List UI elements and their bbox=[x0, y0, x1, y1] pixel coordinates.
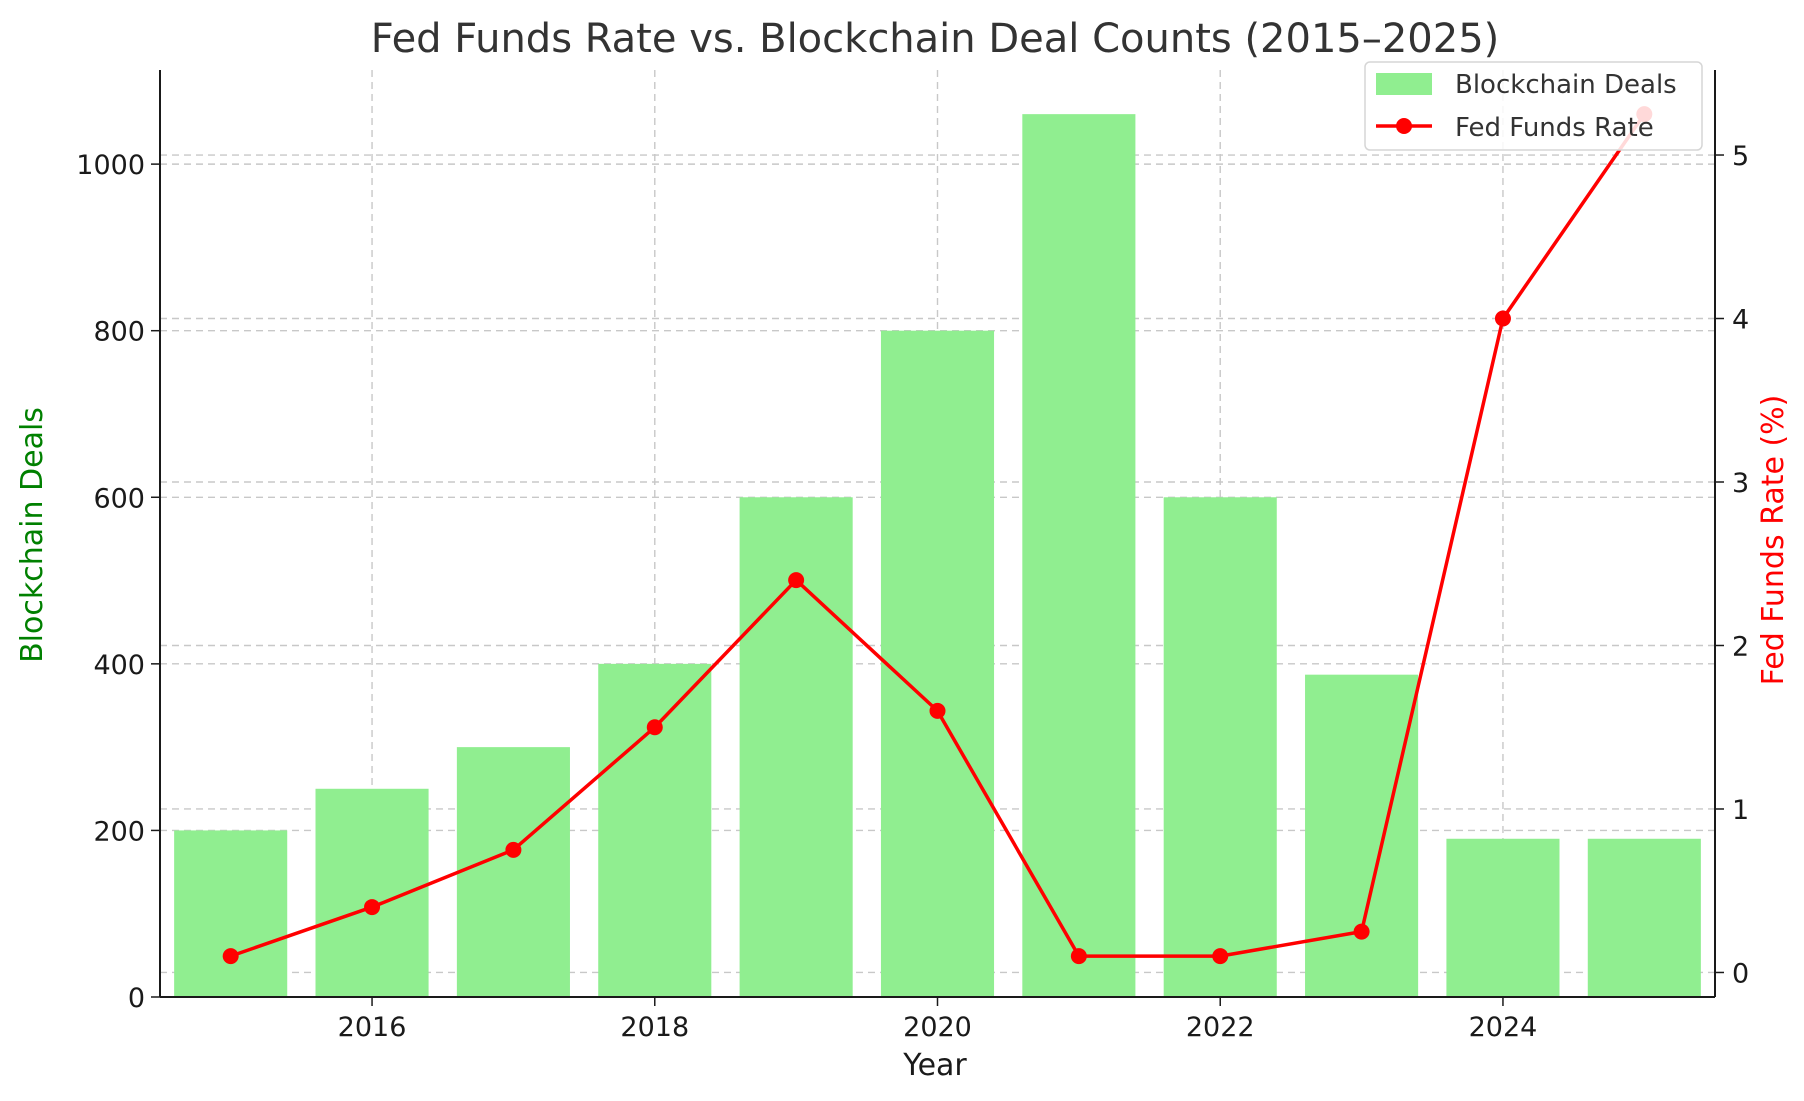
bar bbox=[1446, 838, 1560, 997]
rate-point bbox=[788, 572, 805, 589]
rate-point bbox=[1494, 310, 1511, 327]
x-tick-label: 2024 bbox=[1469, 1012, 1538, 1043]
y-right-tick-label: 2 bbox=[1732, 631, 1749, 662]
rate-point bbox=[1212, 948, 1229, 965]
legend-frame bbox=[1364, 61, 1703, 151]
chart-title: Fed Funds Rate vs. Blockchain Deal Count… bbox=[371, 16, 1500, 62]
y-left-tick-label: 0 bbox=[128, 983, 145, 1014]
x-tick-label: 2018 bbox=[620, 1012, 689, 1043]
legend-label-bar: Blockchain Deals bbox=[1455, 70, 1677, 100]
legend-swatch-bar bbox=[1376, 73, 1432, 95]
bar bbox=[174, 830, 288, 997]
legend-label-line: Fed Funds Rate bbox=[1455, 113, 1654, 143]
rate-point bbox=[222, 948, 239, 965]
bar-series bbox=[174, 114, 1701, 997]
y-right-tick-label: 0 bbox=[1732, 958, 1749, 989]
rate-point bbox=[364, 899, 381, 916]
y-left-tick-label: 600 bbox=[93, 483, 145, 514]
y-right-tick-label: 4 bbox=[1732, 305, 1749, 336]
rate-point bbox=[646, 719, 663, 736]
x-tick-label: 2020 bbox=[903, 1012, 972, 1043]
y-left-tick-label: 400 bbox=[93, 650, 145, 681]
x-tick-label: 2022 bbox=[1186, 1012, 1255, 1043]
legend: Blockchain Deals Fed Funds Rate bbox=[1364, 61, 1703, 151]
y-left-tick-label: 200 bbox=[93, 816, 145, 847]
bar bbox=[1022, 114, 1136, 997]
x-tick-label: 2016 bbox=[338, 1012, 407, 1043]
bar bbox=[1305, 674, 1419, 997]
bar bbox=[598, 663, 712, 997]
bar bbox=[456, 747, 570, 997]
y-right-tick-label: 3 bbox=[1732, 468, 1749, 499]
y-right-tick-label: 1 bbox=[1732, 795, 1749, 826]
line-series bbox=[222, 106, 1653, 965]
bar bbox=[1163, 497, 1277, 997]
y-right-tick-label: 5 bbox=[1732, 141, 1749, 172]
ticks: 2016 2018 2020 2022 2024 0 200 400 600 800 1000 0 1 2… bbox=[76, 141, 1749, 1043]
rate-point bbox=[1353, 923, 1370, 940]
bar bbox=[1587, 838, 1701, 997]
rate-point bbox=[1070, 948, 1087, 965]
y-left-tick-label: 800 bbox=[93, 317, 145, 348]
bar bbox=[880, 330, 995, 997]
x-axis-label: Year bbox=[902, 1048, 967, 1083]
legend-marker-line bbox=[1396, 118, 1412, 134]
rate-point bbox=[929, 702, 946, 719]
y-axis-right-label: Fed Funds Rate (%) bbox=[1756, 395, 1791, 686]
rate-point bbox=[505, 841, 522, 858]
y-axis-left-label: Blockchain Deals bbox=[15, 407, 50, 663]
y-left-tick-label: 1000 bbox=[76, 150, 145, 181]
